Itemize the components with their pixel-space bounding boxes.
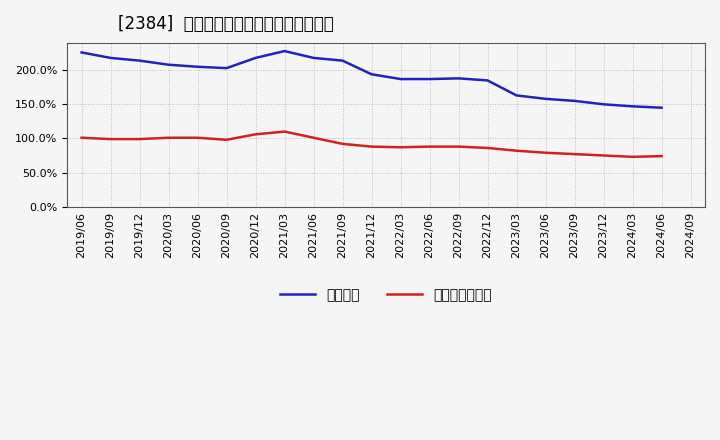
固定長期適合率	[193, 135, 202, 140]
固定長期適合率	[628, 154, 636, 159]
固定長期適合率	[541, 150, 550, 155]
Line: 固定比率: 固定比率	[81, 51, 662, 108]
固定比率	[193, 64, 202, 70]
固定長期適合率	[164, 135, 173, 140]
固定長期適合率	[657, 154, 666, 159]
固定比率	[222, 66, 231, 71]
固定比率	[628, 104, 636, 109]
固定長期適合率	[426, 144, 434, 149]
固定比率	[396, 77, 405, 82]
固定比率	[135, 58, 144, 63]
固定長期適合率	[483, 145, 492, 150]
固定長期適合率	[338, 141, 347, 147]
固定比率	[426, 77, 434, 82]
固定比率	[164, 62, 173, 67]
固定比率	[338, 58, 347, 63]
固定長期適合率	[599, 153, 608, 158]
固定長期適合率	[280, 129, 289, 134]
固定比率	[454, 76, 463, 81]
Line: 固定長期適合率: 固定長期適合率	[81, 132, 662, 157]
固定比率	[251, 55, 260, 61]
固定比率	[107, 55, 115, 61]
固定比率	[309, 55, 318, 61]
固定長期適合率	[396, 145, 405, 150]
固定比率	[570, 98, 579, 103]
固定長期適合率	[135, 136, 144, 142]
固定比率	[483, 78, 492, 83]
固定比率	[657, 105, 666, 110]
Text: [2384]  固定比率、固定長期適合率の推移: [2384] 固定比率、固定長期適合率の推移	[118, 15, 334, 33]
固定長期適合率	[454, 144, 463, 149]
固定長期適合率	[309, 135, 318, 140]
固定比率	[512, 93, 521, 98]
固定比率	[367, 72, 376, 77]
固定長期適合率	[512, 148, 521, 153]
固定長期適合率	[251, 132, 260, 137]
固定比率	[599, 102, 608, 107]
固定長期適合率	[77, 135, 86, 140]
固定比率	[541, 96, 550, 102]
固定比率	[77, 50, 86, 55]
固定長期適合率	[570, 151, 579, 157]
固定長期適合率	[222, 137, 231, 143]
固定比率	[280, 48, 289, 54]
固定長期適合率	[367, 144, 376, 149]
固定長期適合率	[107, 136, 115, 142]
Legend: 固定比率, 固定長期適合率: 固定比率, 固定長期適合率	[275, 282, 498, 308]
